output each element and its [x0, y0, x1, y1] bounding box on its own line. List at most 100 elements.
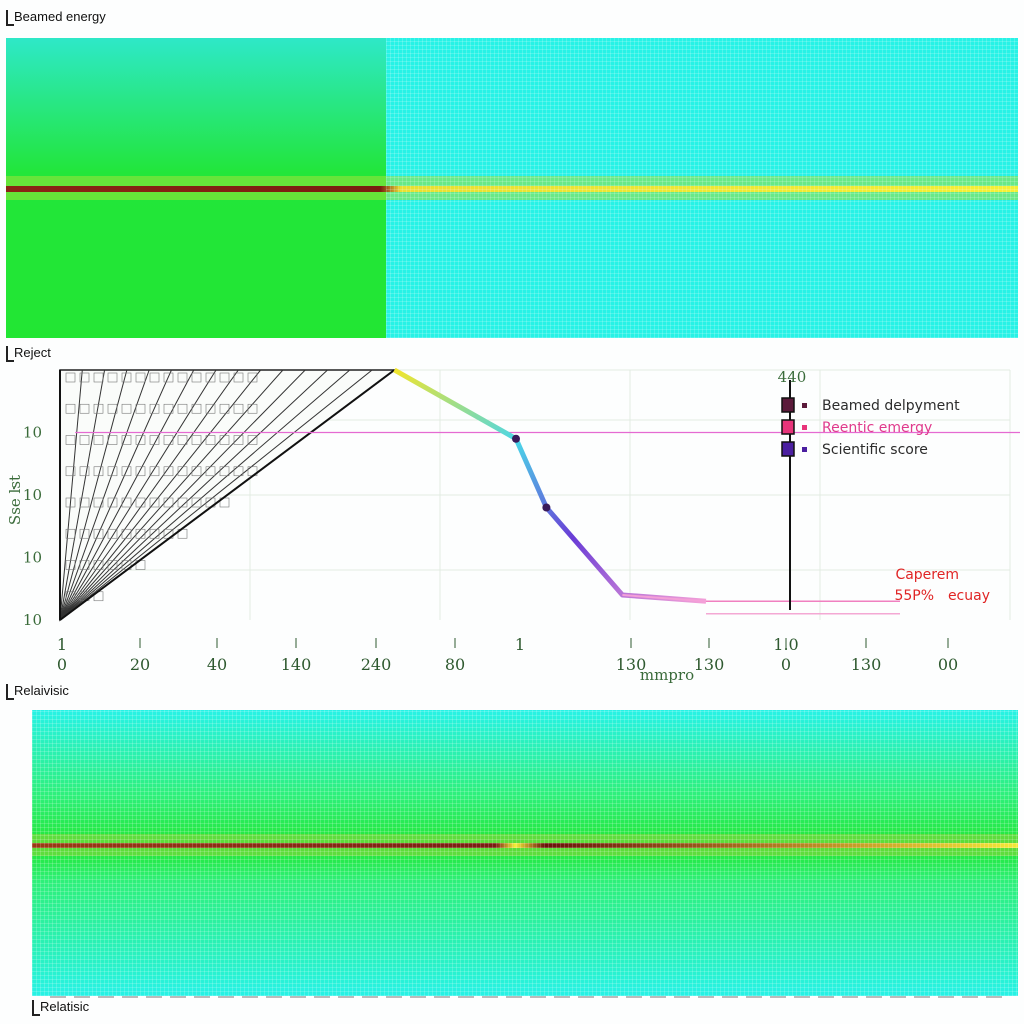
x-tick-upper-label: 1.0 — [773, 635, 798, 654]
mesh-ray — [59, 369, 150, 621]
mesh-cell — [107, 372, 118, 383]
x-tick-label: 00 — [938, 655, 958, 674]
y-tick-label: 10 — [23, 611, 42, 629]
legend-label: Beamed delpyment — [822, 398, 960, 414]
mesh-cell — [233, 372, 244, 383]
mesh-cell — [135, 497, 146, 508]
mesh-cell — [163, 435, 174, 445]
mesh-cell — [219, 372, 230, 383]
mesh-cell — [149, 403, 160, 414]
mesh-cell — [247, 435, 258, 445]
top-heatmap — [6, 38, 1018, 338]
x-tick-upper-label: 1 — [57, 635, 67, 654]
legend-marker — [802, 425, 807, 430]
mesh-cell — [93, 560, 104, 570]
mesh-cell — [79, 466, 90, 477]
mesh-cell — [65, 435, 76, 445]
mesh-ray — [59, 369, 195, 621]
mesh-cell — [121, 497, 132, 508]
mesh-ray — [59, 369, 239, 621]
mesh-cell — [93, 528, 104, 539]
mesh-cell — [79, 560, 90, 570]
mesh-cell — [93, 466, 104, 477]
legend-marker — [802, 403, 807, 408]
mesh-cell — [107, 528, 118, 539]
mesh-cell — [93, 497, 104, 508]
x-tick-label: 130 — [616, 655, 647, 674]
mesh-cell — [107, 560, 118, 570]
mesh-cell — [163, 372, 174, 383]
mesh-cell — [135, 403, 146, 414]
mesh-cell — [121, 528, 132, 539]
legend-swatch — [781, 397, 795, 413]
series-point — [542, 503, 551, 512]
mesh-cell — [219, 435, 230, 445]
x-tick-label: 140 — [281, 655, 312, 674]
mesh-cell — [135, 372, 146, 383]
x-tick-label: 0 — [57, 655, 67, 674]
series-scientific-line — [622, 594, 707, 603]
mesh-cell — [205, 466, 216, 477]
mesh-cell — [233, 466, 244, 477]
legend-swatch — [781, 419, 795, 435]
mesh-cell — [177, 372, 188, 383]
mesh-cell — [233, 435, 244, 445]
mesh-ray — [59, 369, 373, 621]
mesh-ray — [59, 369, 306, 621]
mesh-cell — [65, 528, 76, 539]
mesh-cell — [79, 435, 90, 445]
mesh-cell — [79, 528, 90, 539]
legend-swatch — [781, 441, 795, 457]
series-beamed-line — [59, 369, 395, 621]
mesh-cell — [177, 403, 188, 414]
mesh-ray — [59, 369, 172, 621]
mesh-cell — [163, 403, 174, 414]
mesh-cell — [205, 403, 216, 414]
mesh-cell — [149, 372, 160, 383]
mesh-cell — [191, 372, 202, 383]
legend-marker — [802, 447, 807, 452]
mesh-cell — [177, 435, 188, 445]
mesh-ray — [59, 369, 351, 621]
mesh-cell — [65, 466, 76, 477]
mesh-cell — [149, 528, 160, 539]
mesh-cell — [121, 372, 132, 383]
y-tick-label: 10 — [23, 424, 42, 442]
y-axis-title: Sse ŀst — [6, 475, 24, 525]
mesh-cell — [191, 466, 202, 477]
x-tick-label: 130 — [694, 655, 725, 674]
mesh-cell — [65, 372, 76, 383]
main-chart: 440 10 10 10 10 Sse ŀst 0 20 40 140 240 80 130 130 0 13… — [0, 350, 1024, 690]
mesh-cell — [121, 403, 132, 414]
mesh-cell — [121, 466, 132, 477]
mesh-ray — [59, 369, 217, 621]
x-tick-label: 80 — [445, 655, 465, 674]
x-tick-label: 20 — [130, 655, 150, 674]
mesh-cell — [107, 497, 118, 508]
mesh-cell — [205, 435, 216, 445]
mesh-cell — [163, 497, 174, 508]
mesh-cell — [219, 466, 230, 477]
x-tick-label: 240 — [361, 655, 392, 674]
bottom-panel-footer-label: Relatisic — [32, 1000, 89, 1016]
mesh-ray — [59, 369, 328, 621]
mesh-ray — [59, 369, 106, 621]
legend-label: Reentic emergy — [822, 420, 932, 436]
x-tick-label: 40 — [207, 655, 227, 674]
annotation-label: Caperem — [895, 567, 959, 583]
series-point — [512, 434, 520, 443]
mesh-cell — [135, 528, 146, 539]
x-tick-label: 130 — [851, 655, 882, 674]
mesh-cell — [191, 435, 202, 445]
mesh-cell — [107, 435, 118, 445]
x-axis-title: mmpro — [640, 666, 694, 684]
mesh-cell — [93, 435, 104, 445]
middle-panel-label: Reject — [6, 346, 51, 362]
bottom-heat-band — [32, 843, 1018, 848]
x-tick-label: 0 — [781, 655, 791, 674]
mesh-cell — [135, 435, 146, 445]
y-tick-label: 10 — [23, 486, 42, 504]
top-heat-band — [6, 186, 1018, 192]
legend-label: Scientific score — [822, 442, 928, 458]
